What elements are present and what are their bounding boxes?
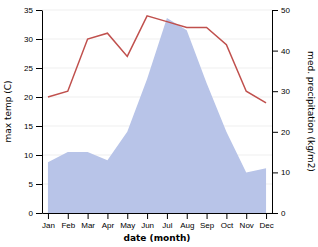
x-tick-label: Jun	[141, 221, 154, 230]
x-tick-label: Jan	[42, 221, 55, 230]
x-tick: May	[120, 213, 135, 230]
x-tick-mark	[246, 213, 247, 219]
grid-line	[42, 10, 272, 11]
x-tick-label: Mar	[81, 221, 95, 230]
y-tick: 0	[29, 209, 42, 218]
x-axis-title: date (month)	[124, 233, 191, 243]
grid-line	[42, 39, 272, 40]
grid	[42, 10, 272, 213]
y-tick: 35	[24, 6, 42, 15]
x-tick: Apr	[102, 213, 115, 230]
y-axis: 0 5 10 15 20 25 30 35	[24, 6, 42, 218]
y-tick-mark	[36, 10, 42, 11]
y2-tick: 10	[272, 168, 290, 177]
y-tick: 25	[24, 64, 42, 73]
y2-tick-label: 40	[281, 47, 290, 56]
y-tick-mark	[36, 155, 42, 156]
y-tick: 30	[24, 35, 42, 44]
x-tick-mark	[68, 213, 69, 219]
x-tick-mark	[167, 213, 168, 219]
y2-tick: 30	[272, 87, 290, 96]
y-tick: 10	[24, 151, 42, 160]
line	[48, 16, 266, 103]
y-tick-mark	[36, 126, 42, 127]
y2-tick-label: 50	[281, 6, 290, 15]
x-tick-label: Nov	[240, 221, 254, 230]
x-tick-label: Oct	[221, 221, 234, 230]
area	[48, 18, 266, 213]
y2-axis-title: med. precipitation (kg/m2)	[306, 51, 316, 172]
y-tick-label: 20	[24, 93, 33, 102]
x-tick: Mar	[81, 213, 95, 230]
y2-tick-mark	[272, 172, 278, 173]
y-tick-label: 30	[24, 35, 33, 44]
y-tick-mark	[36, 39, 42, 40]
x-axis: Jan Feb Mar Apr May Jun Jul Aug Sep Oct Nov Dec	[42, 213, 274, 230]
y-tick-mark	[36, 68, 42, 69]
x-tick-mark	[226, 213, 227, 219]
y2-tick-label: 10	[281, 168, 290, 177]
x-tick: Jan	[42, 213, 55, 230]
y2-tick-label: 30	[281, 87, 290, 96]
y-tick: 15	[24, 122, 42, 131]
x-tick-mark	[88, 213, 89, 219]
y-tick-label: 0	[29, 209, 34, 218]
y-tick: 5	[29, 180, 42, 189]
y2-tick-mark	[272, 132, 278, 133]
y-tick-mark	[36, 184, 42, 185]
y2-tick: 0	[272, 209, 286, 218]
y2-tick-label: 20	[281, 128, 290, 137]
x-tick: Oct	[221, 213, 234, 230]
x-tick-label: Apr	[102, 221, 115, 230]
x-tick-mark	[107, 213, 108, 219]
y-axis-line	[42, 11, 43, 214]
plot-area	[48, 16, 266, 213]
x-tick-mark	[147, 213, 148, 219]
x-tick: Dec	[259, 213, 273, 230]
x-tick: Feb	[61, 213, 75, 230]
y-tick-label: 35	[24, 6, 33, 15]
y-tick-mark	[36, 97, 42, 98]
x-tick-mark	[266, 213, 267, 219]
y2-tick: 40	[272, 47, 290, 56]
x-tick: Sep	[200, 213, 215, 230]
x-tick: Aug	[180, 213, 194, 230]
y-tick-label: 25	[24, 64, 33, 73]
x-tick-label: May	[120, 221, 135, 230]
x-tick-label: Dec	[259, 221, 273, 230]
y2-tick: 20	[272, 128, 290, 137]
y2-tick-label: 0	[281, 209, 286, 218]
chart: Jan Feb Mar Apr May Jun Jul Aug Sep Oct Nov Dec 0 5 10…	[0, 0, 318, 247]
y2-axis: 0 10 20 30 40 50	[272, 6, 290, 218]
y-tick-label: 10	[24, 151, 33, 160]
x-tick-label: Sep	[200, 221, 215, 230]
x-tick-mark	[187, 213, 188, 219]
y2-tick: 50	[272, 6, 290, 15]
x-tick-label: Jul	[162, 221, 172, 230]
y2-tick-mark	[272, 10, 278, 11]
y2-tick-mark	[272, 51, 278, 52]
x-tick-label: Feb	[61, 221, 75, 230]
y2-axis-line	[272, 11, 273, 214]
y-tick: 20	[24, 93, 42, 102]
y-tick-mark	[36, 213, 42, 214]
x-tick-mark	[127, 213, 128, 219]
y-tick-label: 15	[24, 122, 33, 131]
y-axis-title: max temp (C)	[3, 80, 13, 142]
x-tick-mark	[48, 213, 49, 219]
y-tick-label: 5	[29, 180, 34, 189]
x-tick: Jul	[162, 213, 172, 230]
y2-tick-mark	[272, 213, 278, 214]
x-axis-line	[43, 213, 273, 214]
x-tick: Jun	[141, 213, 154, 230]
x-tick-label: Aug	[180, 221, 194, 230]
x-tick-mark	[207, 213, 208, 219]
x-tick: Nov	[240, 213, 254, 230]
y2-tick-mark	[272, 91, 278, 92]
